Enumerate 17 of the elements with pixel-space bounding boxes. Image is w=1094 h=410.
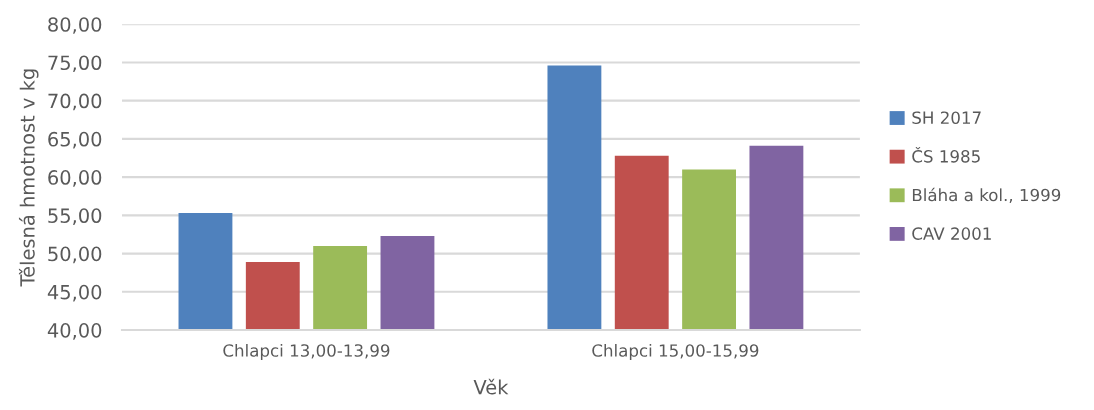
y-tick-label: 45,00	[47, 284, 102, 302]
x-tick-label: Chlapci 15,00-15,99	[592, 343, 759, 361]
y-tick-label: 75,00	[48, 55, 102, 73]
y-tick-label: 50,00	[48, 246, 102, 264]
x-axis-title: Věk	[473, 378, 509, 395]
x-tick-label: Chlapci 13,00-13,99	[223, 343, 390, 361]
y-tick-label: 80,00	[48, 17, 102, 34]
y-axis-title: Tělesná hmotnost v kg	[18, 69, 39, 287]
legend-label: SH 2017	[912, 111, 981, 125]
y-tick-label: 60,00	[48, 170, 102, 187]
y-tick-label: 70,00	[48, 93, 102, 111]
y-tick-label: 55,00	[48, 208, 102, 225]
legend-label: ČS 1985	[912, 146, 980, 163]
y-tick-label: 40,00	[47, 323, 102, 340]
y-tick-label: 65,00	[48, 131, 102, 149]
legend-label: Bláha a kol., 1999	[912, 187, 1061, 203]
legend-label: CAV 2001	[912, 227, 991, 240]
